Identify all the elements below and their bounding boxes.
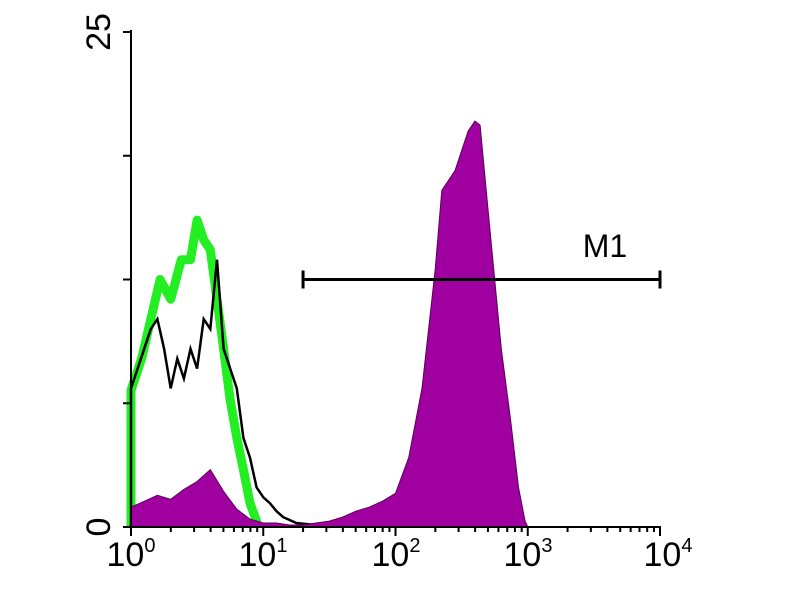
histogram-series-filled	[130, 120, 529, 528]
x-tick-labels: 100 101 102 103 104	[107, 535, 693, 574]
x-tick-label: 100	[107, 535, 156, 574]
x-ticks	[130, 527, 661, 536]
m1-marker	[301, 270, 662, 289]
y-tick-label-0: 0	[80, 518, 118, 537]
x-tick-label: 103	[504, 535, 553, 574]
x-tick-label: 102	[372, 535, 421, 574]
y-tick-label-25: 25	[80, 13, 118, 51]
histogram-series-outline	[129, 259, 330, 529]
y-ticks	[123, 31, 131, 528]
histogram-series-green	[126, 215, 262, 528]
m1-marker-label: M1	[583, 228, 627, 264]
x-tick-label: 104	[644, 535, 693, 574]
series-layer	[126, 120, 529, 529]
x-tick-label: 101	[239, 535, 288, 574]
axes	[123, 30, 661, 536]
